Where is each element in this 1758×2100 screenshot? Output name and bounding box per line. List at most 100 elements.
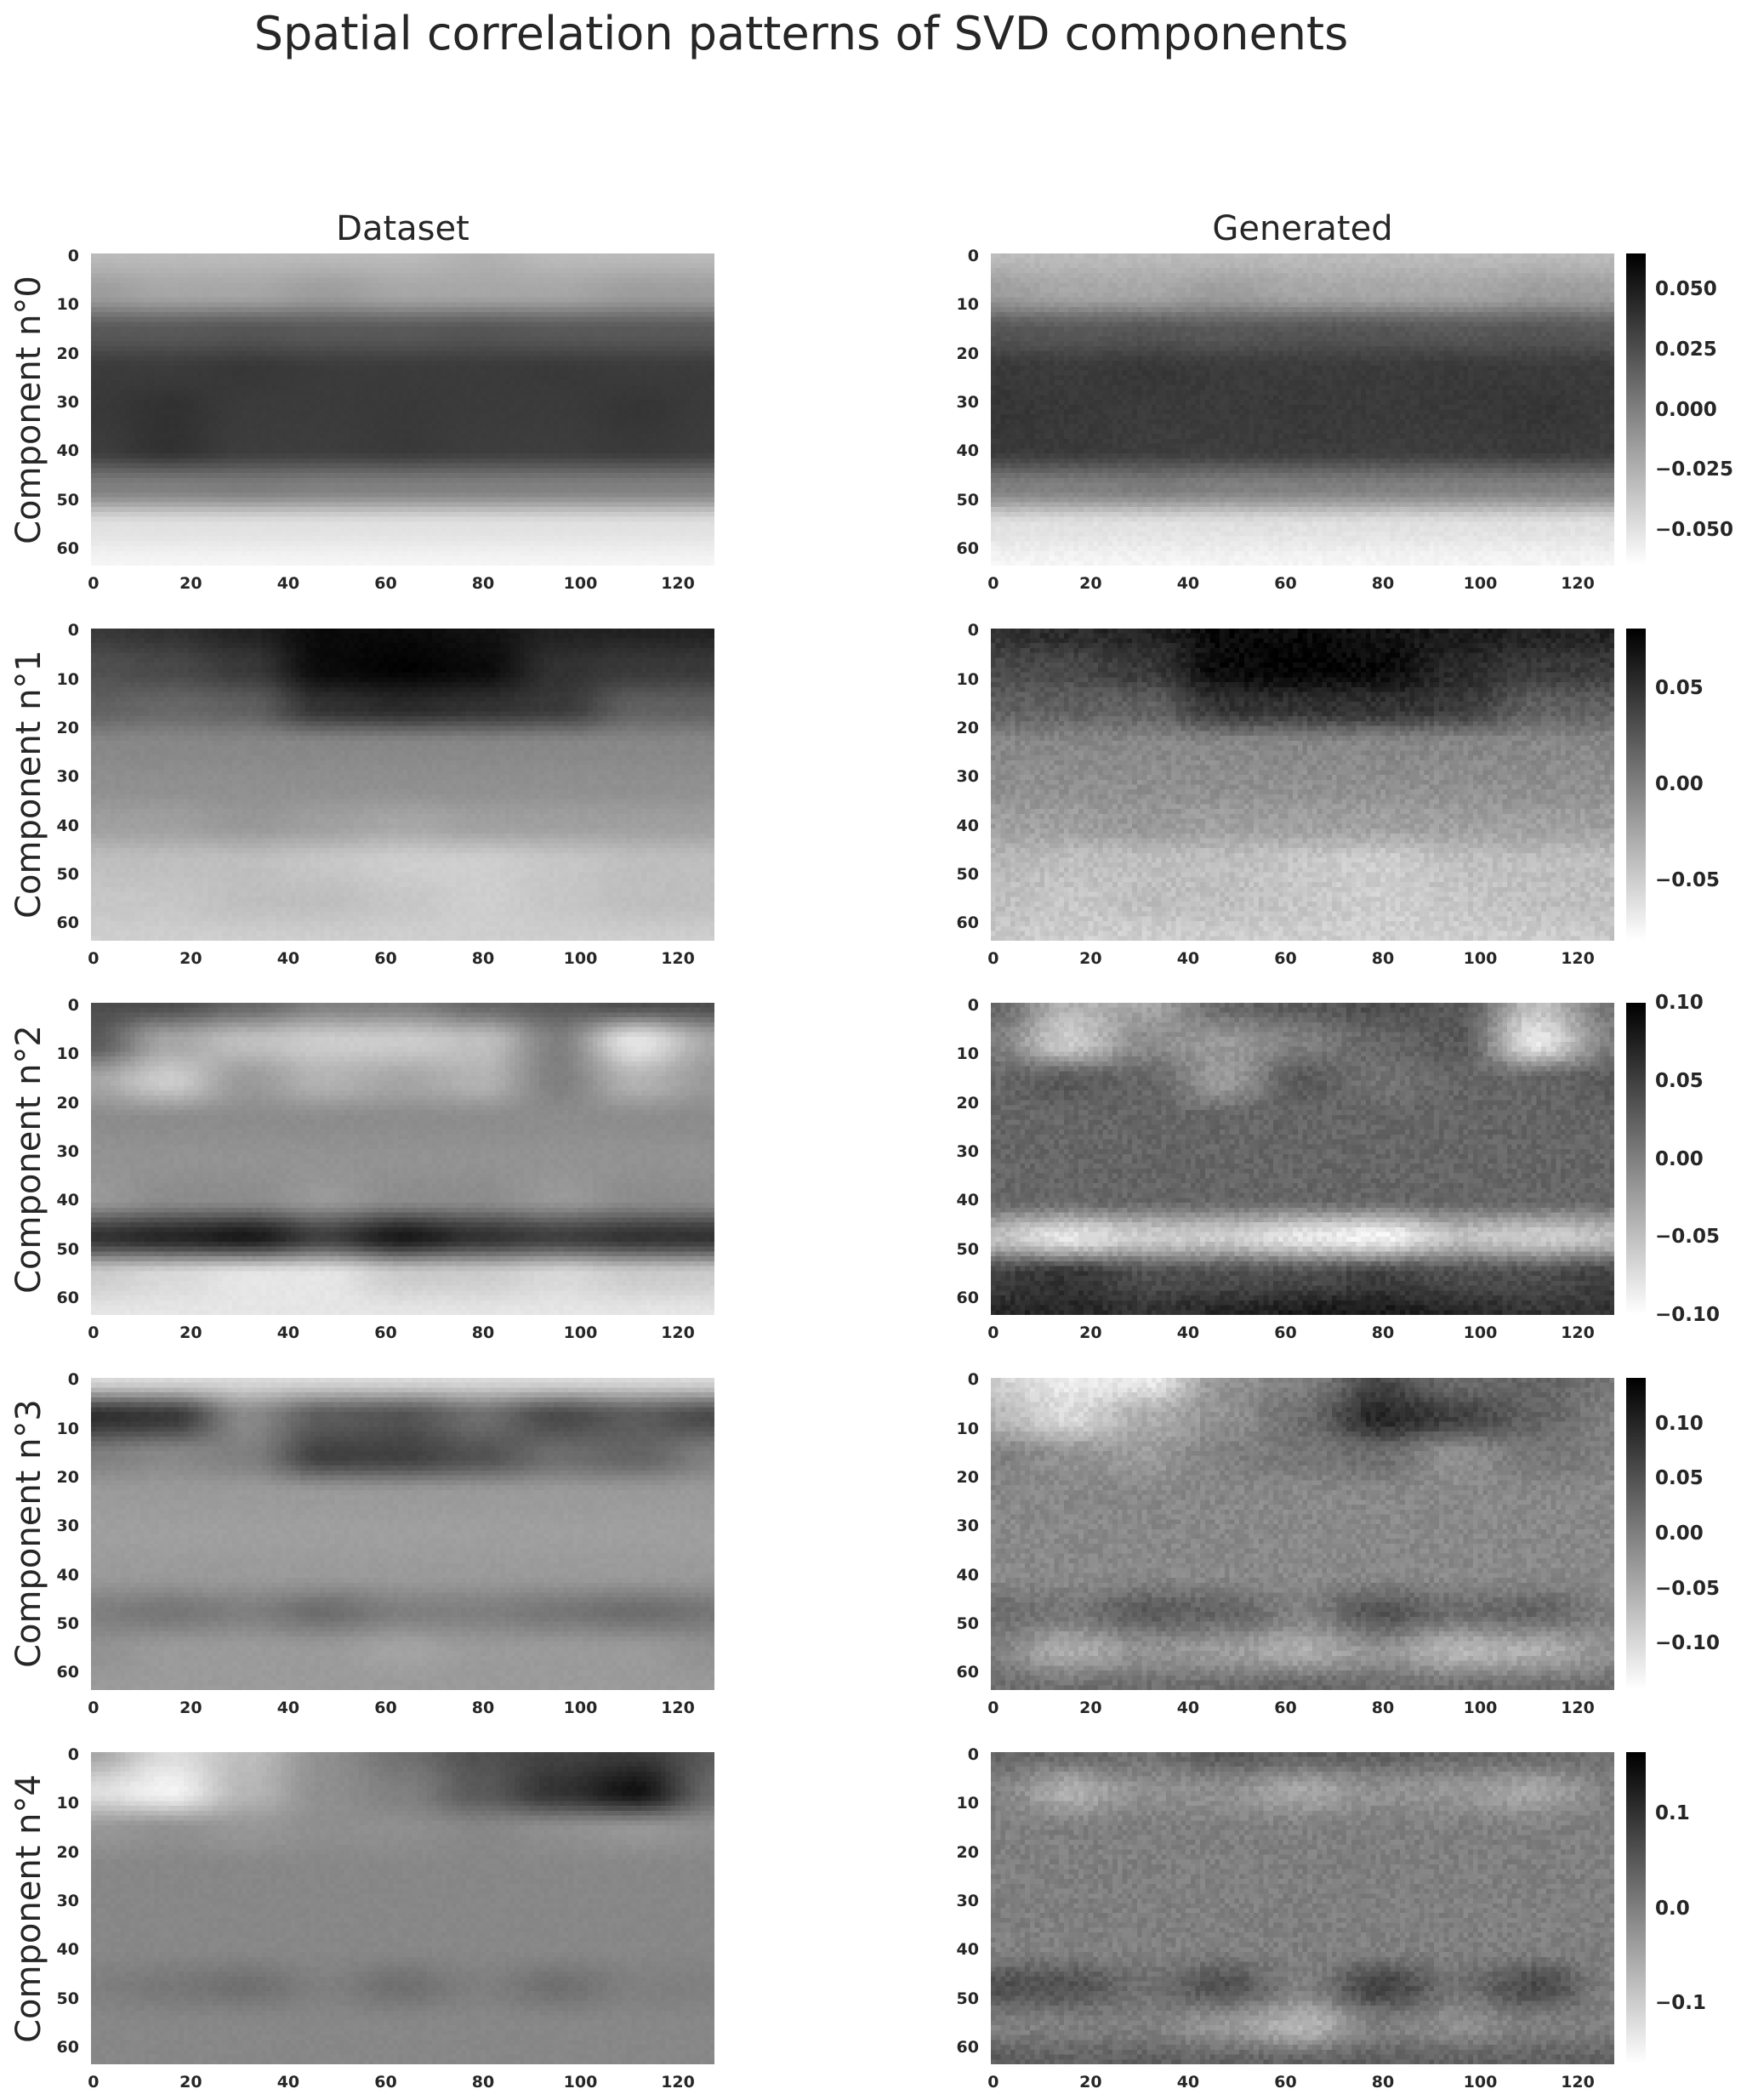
- x-tick-label: 40: [1176, 1323, 1200, 1342]
- x-tick-label: 100: [563, 2073, 598, 2091]
- y-tick-label: 0: [967, 1370, 979, 1390]
- heatmap-generated-component-1: [991, 628, 1614, 941]
- y-tick-label: 0: [967, 995, 979, 1015]
- y-tick-label: 10: [956, 669, 979, 689]
- x-tick-label: 80: [471, 1698, 495, 1717]
- x-tick-label: 80: [471, 1323, 495, 1342]
- y-tick-label: 40: [56, 1191, 79, 1210]
- y-tick-label: 50: [56, 1239, 79, 1259]
- x-tick-label: 40: [1176, 574, 1200, 593]
- column-title-generated: Generated: [1212, 209, 1393, 248]
- y-tick-label: 50: [56, 1989, 79, 2008]
- y-tick-label: 50: [56, 490, 79, 509]
- colorbar-tick-label: 0.05: [1655, 676, 1704, 699]
- y-tick-label: 10: [56, 1044, 79, 1064]
- colorbar-tick-label: 0.05: [1655, 1069, 1704, 1092]
- x-tick-label: 120: [661, 574, 695, 593]
- y-tick-label: 10: [956, 295, 979, 315]
- x-tick-label: 80: [1371, 1698, 1395, 1717]
- x-tick-label: 60: [1274, 948, 1297, 968]
- colorbar-tick-label: −0.10: [1655, 1632, 1721, 1655]
- y-tick-label: 10: [956, 1044, 979, 1064]
- heatmap-generated-component-4: [991, 1752, 1614, 2064]
- x-tick-label: 0: [987, 2073, 999, 2091]
- x-tick-label: 100: [563, 1698, 598, 1717]
- colorbar-tick-label: −0.050: [1655, 518, 1734, 541]
- x-tick-label: 0: [88, 1698, 100, 1717]
- colorbar-tick-label: 0.00: [1655, 773, 1704, 795]
- y-tick-label: 50: [956, 1239, 979, 1259]
- y-tick-label: 20: [956, 1093, 979, 1113]
- x-tick-label: 20: [1079, 574, 1102, 593]
- y-tick-label: 40: [56, 1940, 79, 1960]
- x-tick-label: 80: [1371, 2073, 1395, 2091]
- y-tick-label: 20: [956, 1842, 979, 1862]
- y-tick-label: 30: [956, 767, 979, 787]
- heatmap-generated-component-3: [991, 1377, 1614, 1690]
- x-tick-label: 80: [1371, 574, 1395, 593]
- x-tick-label: 100: [1463, 1323, 1498, 1342]
- x-tick-label: 0: [88, 2073, 100, 2091]
- colorbar-tick-label: 0.1: [1655, 1802, 1690, 1825]
- y-tick-label: 0: [967, 621, 979, 640]
- x-tick-label: 60: [374, 2073, 397, 2091]
- y-tick-label: 40: [56, 816, 79, 835]
- x-tick-label: 60: [374, 1698, 397, 1717]
- x-tick-label: 60: [374, 1323, 397, 1342]
- y-tick-label: 60: [56, 2037, 79, 2057]
- y-tick-label: 50: [56, 865, 79, 885]
- x-tick-label: 100: [1463, 948, 1498, 968]
- x-tick-label: 20: [1079, 2073, 1102, 2091]
- x-tick-label: 120: [1561, 948, 1595, 968]
- x-tick-label: 0: [987, 948, 999, 968]
- heatmap-generated-component-0: [991, 253, 1614, 566]
- x-tick-label: 60: [1274, 574, 1297, 593]
- x-tick-label: 120: [661, 1698, 695, 1717]
- x-tick-label: 80: [471, 948, 495, 968]
- y-tick-label: 50: [956, 1614, 979, 1634]
- colorbar: [1626, 253, 1646, 566]
- x-tick-label: 40: [276, 1698, 300, 1717]
- x-tick-label: 80: [1371, 1323, 1395, 1342]
- y-tick-label: 30: [956, 1141, 979, 1161]
- y-tick-label: 10: [56, 1419, 79, 1438]
- x-tick-label: 100: [1463, 574, 1498, 593]
- y-tick-label: 30: [56, 1141, 79, 1161]
- x-tick-label: 100: [563, 948, 598, 968]
- x-tick-label: 40: [276, 2073, 300, 2091]
- x-tick-label: 80: [471, 574, 495, 593]
- x-tick-label: 100: [1463, 2073, 1498, 2091]
- y-tick-label: 40: [56, 441, 79, 461]
- x-tick-label: 100: [1463, 1698, 1498, 1717]
- x-tick-label: 120: [1561, 2073, 1595, 2091]
- colorbar-tick-label: 0.025: [1655, 338, 1717, 361]
- y-tick-label: 0: [967, 1744, 979, 1764]
- colorbar-tick-label: 0.10: [1655, 1412, 1704, 1435]
- heatmap-dataset-component-2: [91, 1003, 714, 1315]
- x-tick-label: 0: [88, 1323, 100, 1342]
- heatmap-dataset-component-1: [91, 628, 714, 941]
- y-tick-label: 20: [56, 1093, 79, 1113]
- x-tick-label: 60: [1274, 1698, 1297, 1717]
- y-tick-label: 60: [56, 1288, 79, 1307]
- y-tick-label: 60: [956, 538, 979, 558]
- y-tick-label: 10: [956, 1794, 979, 1813]
- colorbar-tick-label: −0.025: [1655, 458, 1734, 481]
- x-tick-label: 0: [88, 948, 100, 968]
- colorbar-tick-label: −0.10: [1655, 1304, 1721, 1326]
- colorbar: [1626, 1752, 1646, 2064]
- y-tick-label: 40: [956, 1191, 979, 1210]
- x-tick-label: 0: [88, 574, 100, 593]
- y-tick-label: 40: [956, 816, 979, 835]
- colorbar-tick-label: −0.05: [1655, 1577, 1721, 1600]
- y-tick-label: 60: [956, 913, 979, 933]
- y-tick-label: 0: [67, 1370, 79, 1390]
- x-tick-label: 120: [661, 2073, 695, 2091]
- colorbar-tick-label: −0.1: [1655, 1991, 1707, 2014]
- colorbar-tick-label: 0.00: [1655, 1147, 1704, 1170]
- x-tick-label: 120: [1561, 574, 1595, 593]
- colorbar: [1626, 1003, 1646, 1315]
- colorbar: [1626, 628, 1646, 941]
- colorbar-tick-label: 0.000: [1655, 398, 1717, 421]
- row-label: Component n°2: [9, 1024, 48, 1294]
